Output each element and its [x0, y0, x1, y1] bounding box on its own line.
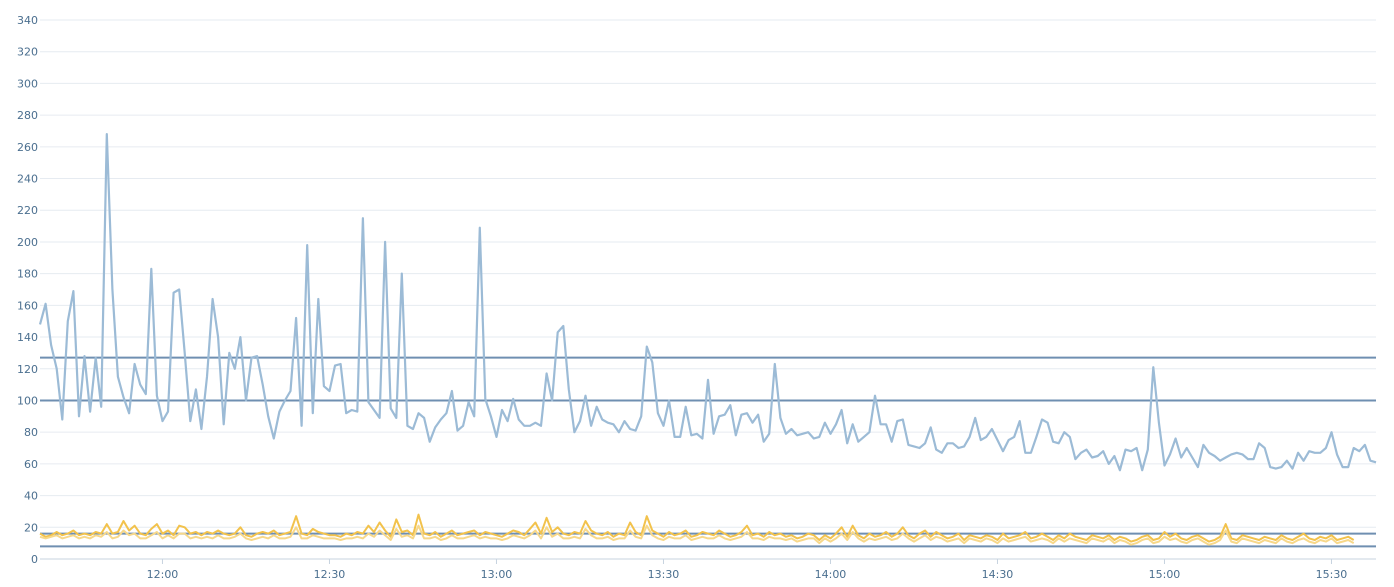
x-tick-label: 15:30 — [1316, 568, 1348, 581]
y-tick-label: 0 — [31, 553, 38, 566]
y-tick-label: 340 — [17, 14, 38, 27]
y-axis-tick-labels: 0 20 40 60 80 100 120 140 160 180 200 220 240 260 280 3… — [17, 14, 38, 566]
x-tick-label: 14:30 — [982, 568, 1014, 581]
y-tick-label: 120 — [17, 363, 38, 376]
y-tick-label: 40 — [24, 490, 38, 503]
series-lines — [38, 133, 1377, 546]
x-tick-label: 12:00 — [147, 568, 179, 581]
y-tick-label: 80 — [24, 426, 38, 439]
x-tick-label: 13:30 — [648, 568, 680, 581]
x-tick-label: 15:00 — [1149, 568, 1181, 581]
y-tick-label: 300 — [17, 77, 38, 90]
series-line-2 — [39, 513, 1355, 543]
y-tick-label: 240 — [17, 173, 38, 186]
y-tick-label: 100 — [17, 394, 38, 407]
series-line-1 — [38, 133, 1377, 472]
y-tick-label: 320 — [17, 46, 38, 59]
x-tick-label: 13:00 — [481, 568, 513, 581]
y-tick-label: 180 — [17, 268, 38, 281]
y-tick-label: 260 — [17, 141, 38, 154]
y-tick-label: 140 — [17, 331, 38, 344]
y-tick-label: 20 — [24, 521, 38, 534]
y-tick-label: 220 — [17, 204, 38, 217]
grid — [40, 19, 1376, 528]
x-tick-label: 14:00 — [815, 568, 847, 581]
y-tick-label: 200 — [17, 236, 38, 249]
y-tick-label: 60 — [24, 458, 38, 471]
y-tick-label: 160 — [17, 299, 38, 312]
y-tick-label: 280 — [17, 109, 38, 122]
x-tick-label: 12:30 — [314, 568, 346, 581]
x-axis-tick-labels: 12:00 12:30 13:00 13:30 14:00 14:30 15:00 15:30 — [147, 559, 1348, 581]
series-line-3 — [39, 524, 1355, 546]
